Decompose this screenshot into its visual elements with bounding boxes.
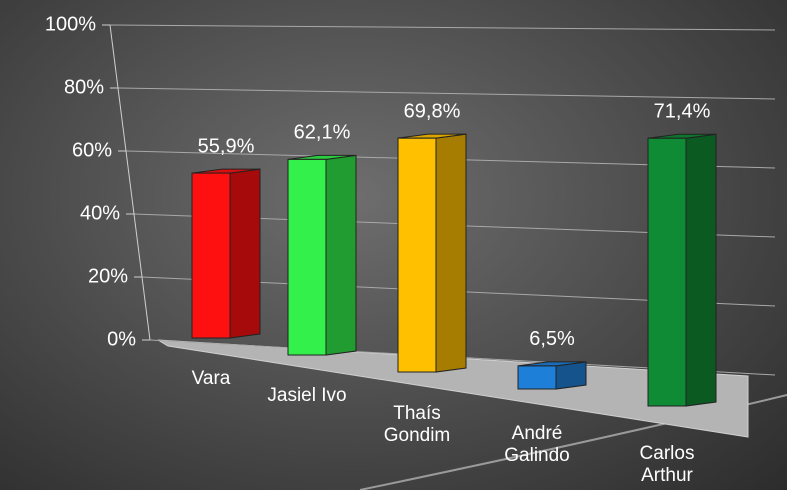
y-axis bbox=[109, 24, 151, 341]
bar bbox=[397, 137, 437, 373]
y-tick-label: 80% bbox=[64, 76, 104, 98]
bar bbox=[191, 172, 231, 339]
bar-side bbox=[685, 133, 717, 407]
bar-side bbox=[555, 361, 587, 390]
grid-line bbox=[117, 87, 776, 100]
y-tick-label: 100% bbox=[45, 13, 96, 35]
bar-side bbox=[325, 154, 357, 356]
y-tick-label: 0% bbox=[107, 328, 136, 350]
data-label: 71,4% bbox=[654, 101, 711, 123]
x-tick-label: Jasiel Ivo bbox=[267, 385, 347, 406]
y-tick-label: 40% bbox=[80, 202, 120, 224]
x-tick-label: Carlos Arthur bbox=[639, 443, 695, 486]
data-label: 69,8% bbox=[404, 100, 461, 122]
data-label: 62,1% bbox=[294, 122, 351, 144]
bar-side bbox=[435, 133, 467, 373]
y-tick-label: 60% bbox=[72, 139, 112, 161]
y-tick-label: 20% bbox=[88, 265, 128, 287]
bar-side bbox=[229, 168, 261, 339]
grid-line bbox=[109, 24, 776, 31]
bar bbox=[647, 137, 687, 407]
x-tick-label: André Galindo bbox=[504, 423, 570, 466]
x-tick-label: Thaís Gondim bbox=[383, 403, 451, 446]
data-label: 55,9% bbox=[198, 135, 255, 157]
bar bbox=[517, 365, 557, 390]
x-tick-label: Vara bbox=[191, 368, 231, 389]
bar bbox=[287, 158, 327, 356]
data-label: 6,5% bbox=[529, 328, 575, 350]
